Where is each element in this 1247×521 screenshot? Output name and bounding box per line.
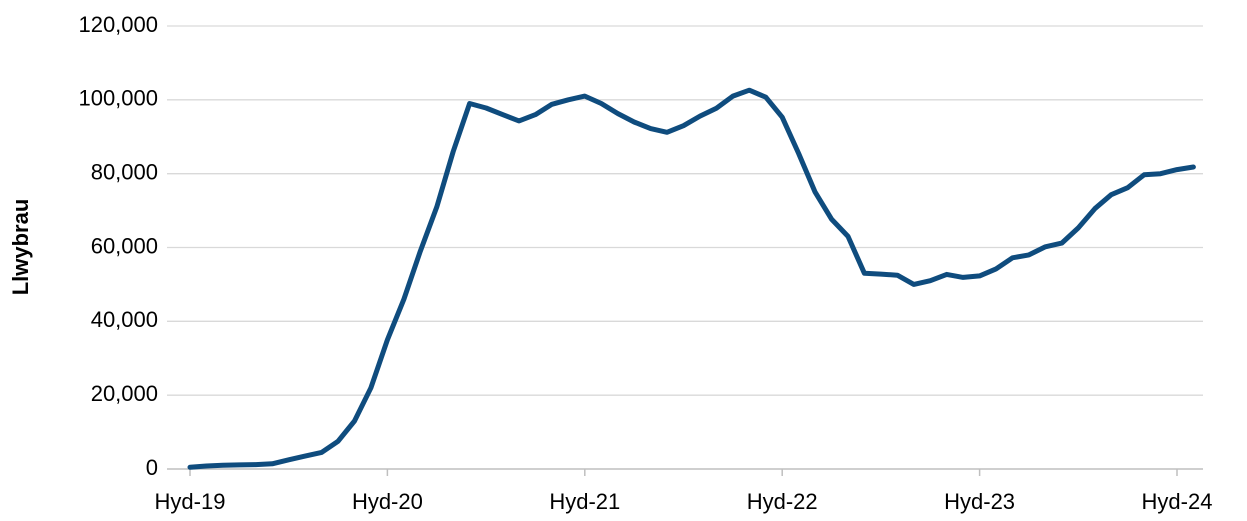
y-tick-label: 100,000 bbox=[78, 86, 158, 111]
y-tick-label: 80,000 bbox=[91, 159, 158, 184]
x-tick-label: Hyd-24 bbox=[1142, 489, 1213, 514]
x-tick-label: Hyd-19 bbox=[155, 489, 226, 514]
y-tick-label: 20,000 bbox=[91, 381, 158, 406]
x-tick-label: Hyd-21 bbox=[549, 489, 620, 514]
y-tick-label: 0 bbox=[146, 455, 158, 480]
x-tick-label: Hyd-22 bbox=[747, 489, 818, 514]
x-tick-label: Hyd-20 bbox=[352, 489, 423, 514]
y-axis-label: Llwybrau bbox=[8, 199, 33, 296]
y-tick-label: 60,000 bbox=[91, 233, 158, 258]
y-tick-label: 120,000 bbox=[78, 12, 158, 37]
y-tick-label: 40,000 bbox=[91, 307, 158, 332]
x-tick-label: Hyd-23 bbox=[944, 489, 1015, 514]
data-line bbox=[187, 87, 1196, 470]
